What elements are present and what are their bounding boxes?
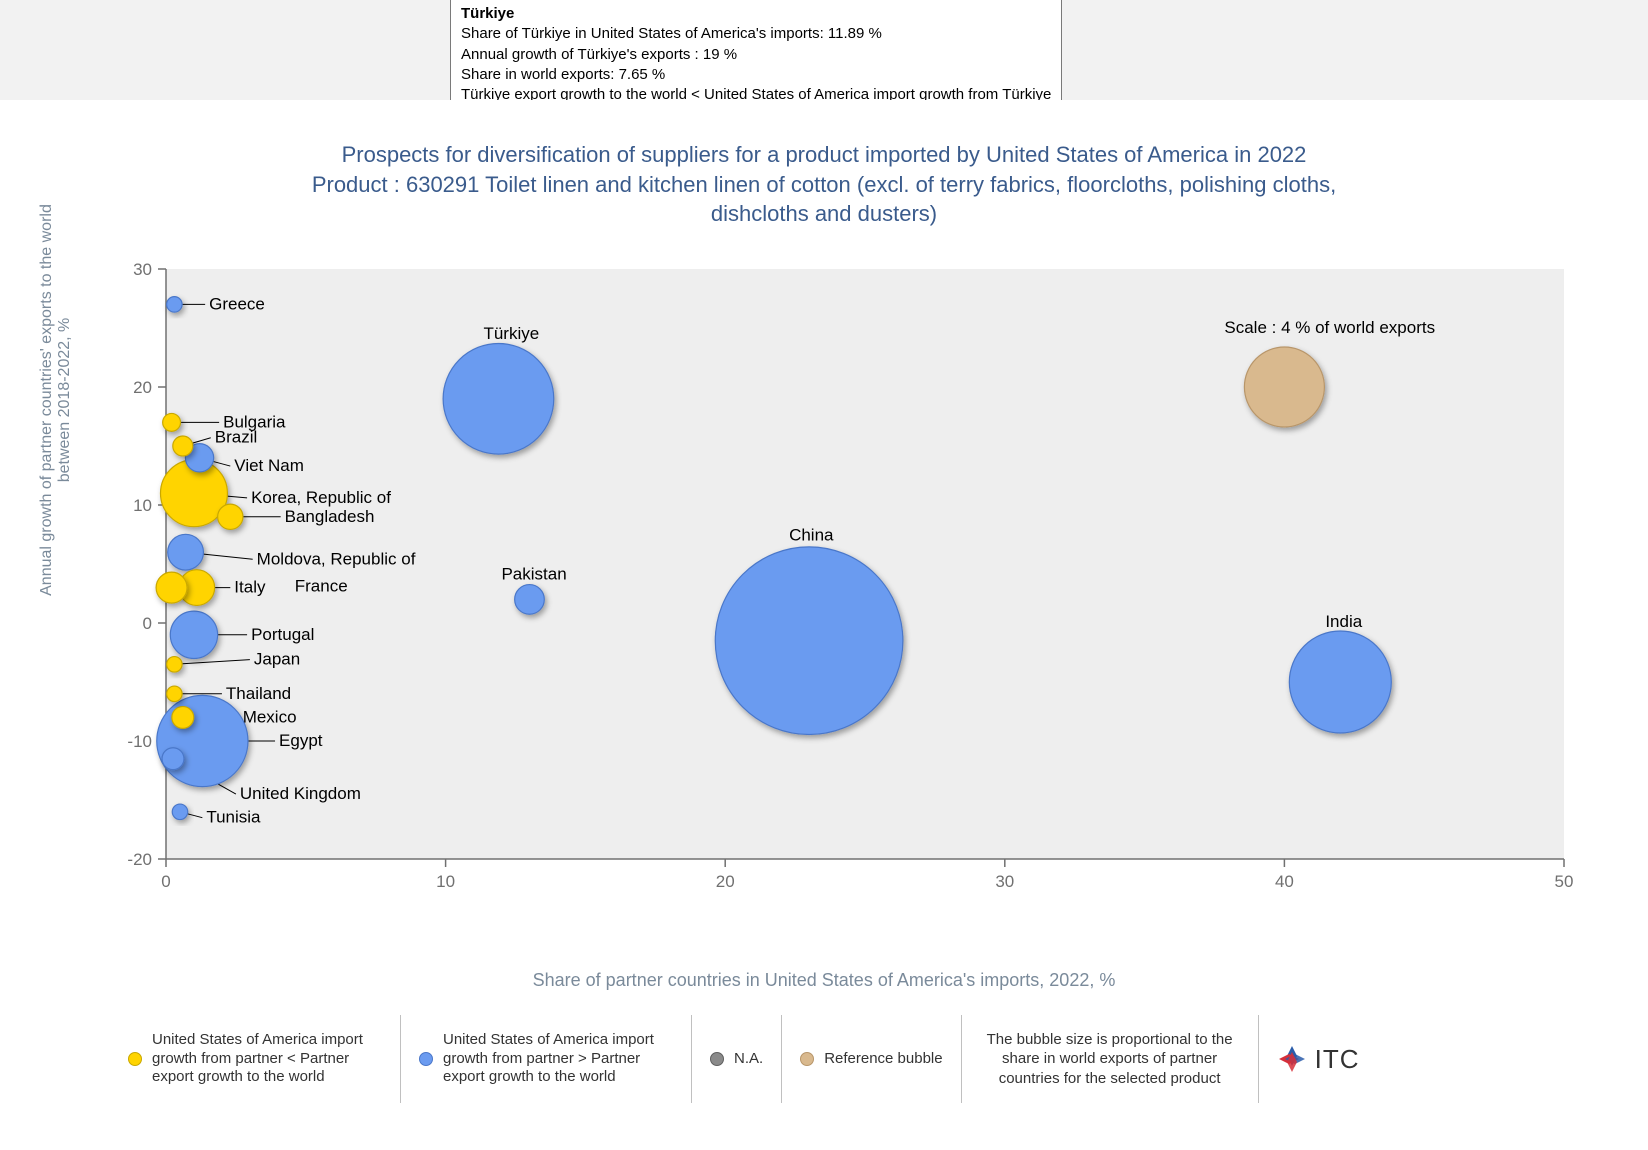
svg-text:20: 20: [716, 872, 735, 891]
svg-text:30: 30: [133, 260, 152, 279]
y-axis-label: Annual growth of partner countries' expo…: [38, 200, 74, 600]
bubble-india[interactable]: [1289, 631, 1391, 733]
bubble-label-france: France: [295, 577, 348, 596]
bubble-label-brazil: Brazil: [215, 428, 258, 447]
bubble-label-tunisia: Tunisia: [206, 808, 261, 827]
legend-note-text: The bubble size is proportional to the s…: [980, 1030, 1240, 1089]
reference-bubble: [1244, 347, 1324, 427]
bubble-portugal[interactable]: [170, 611, 217, 658]
legend-text-3: N.A.: [734, 1050, 763, 1069]
bubble-pakistan[interactable]: [515, 585, 545, 615]
bubble-moldova-republic-of[interactable]: [168, 534, 204, 570]
legend-item-na: N.A.: [691, 1015, 781, 1103]
bubble-united-kingdom[interactable]: [162, 748, 184, 770]
legend: United States of America import growth f…: [110, 1015, 1608, 1115]
bubble-label-portugal: Portugal: [251, 625, 314, 644]
svg-text:10: 10: [133, 496, 152, 515]
bubble-egypt[interactable]: [157, 695, 248, 786]
tooltip-line1: Share of Türkiye in United States of Ame…: [461, 24, 1051, 44]
bubble-label-korea-republic-of: Korea, Republic of: [251, 488, 391, 507]
itc-logo-icon: [1277, 1044, 1307, 1074]
bubble-label-egypt: Egypt: [279, 731, 323, 750]
legend-swatch-blue: [419, 1052, 433, 1066]
bubble-japan[interactable]: [167, 657, 182, 672]
svg-text:0: 0: [161, 872, 170, 891]
bubble-chart-svg[interactable]: 0 10 20 30 40 50 -20 -10 0 10 20 30 Scale : 4 % of w…: [110, 259, 1584, 899]
bubble-label-italy: Italy: [234, 578, 266, 597]
legend-item-reference: Reference bubble: [781, 1015, 960, 1103]
bubble-label-viet-nam: Viet Nam: [234, 456, 304, 475]
chart-container: Prospects for diversification of supplie…: [0, 100, 1648, 1150]
itc-logo: ITC: [1277, 1044, 1360, 1075]
bubble-t-rkiye[interactable]: [443, 344, 554, 455]
bubble-label-united-kingdom: United Kingdom: [240, 784, 361, 803]
bubble-label-moldova-republic-of: Moldova, Republic of: [257, 549, 416, 568]
bubble-greece[interactable]: [167, 297, 182, 312]
legend-note: The bubble size is proportional to the s…: [961, 1015, 1258, 1103]
bubble-china[interactable]: [715, 547, 903, 735]
bubble-bulgaria[interactable]: [163, 414, 181, 432]
legend-text-2: United States of America import growth f…: [443, 1031, 673, 1087]
svg-text:10: 10: [436, 872, 455, 891]
x-axis-label: Share of partner countries in United Sta…: [0, 970, 1648, 991]
bubble-label-greece: Greece: [209, 294, 265, 313]
svg-text:50: 50: [1555, 872, 1574, 891]
bubble-bangladesh[interactable]: [218, 504, 243, 529]
svg-text:-10: -10: [127, 732, 152, 751]
tooltip-line3: Share in world exports: 7.65 %: [461, 65, 1051, 85]
bubble-label-pakistan: Pakistan: [501, 564, 566, 583]
reference-bubble-label: Scale : 4 % of world exports: [1224, 318, 1435, 337]
legend-text-4: Reference bubble: [824, 1050, 942, 1069]
chart-title: Prospects for diversification of supplie…: [0, 140, 1648, 229]
bubble-label-japan: Japan: [254, 650, 300, 669]
bubble-tunisia[interactable]: [172, 804, 187, 819]
itc-logo-text: ITC: [1315, 1044, 1360, 1075]
plot-area: 0 10 20 30 40 50 -20 -10 0 10 20 30 Scale : 4 % of w…: [110, 259, 1584, 899]
bubble-label-thailand: Thailand: [226, 684, 291, 703]
svg-text:-20: -20: [127, 850, 152, 869]
legend-item-yellow: United States of America import growth f…: [110, 1015, 400, 1103]
svg-text:20: 20: [133, 378, 152, 397]
title-line1: Prospects for diversification of supplie…: [60, 140, 1588, 170]
bubble-label-india: India: [1325, 612, 1362, 631]
tooltip-country: Türkiye: [461, 4, 1051, 24]
bubble-label-bangladesh: Bangladesh: [285, 507, 375, 526]
bubble-label-t-rkiye: Türkiye: [483, 324, 539, 343]
legend-swatch-grey: [710, 1052, 724, 1066]
bubble-mexico[interactable]: [172, 707, 194, 729]
bubble-brazil[interactable]: [173, 436, 193, 456]
svg-text:40: 40: [1275, 872, 1294, 891]
tooltip-line2: Annual growth of Türkiye's exports : 19 …: [461, 45, 1051, 65]
bubble-label-mexico: Mexico: [243, 707, 297, 726]
title-line2: Product : 630291 Toilet linen and kitche…: [60, 170, 1588, 200]
legend-swatch-tan: [800, 1052, 814, 1066]
bubble-thailand[interactable]: [167, 686, 182, 701]
legend-brand: ITC: [1258, 1015, 1378, 1103]
bubble-label-china: China: [789, 526, 834, 545]
svg-text:0: 0: [143, 614, 152, 633]
legend-text-1: United States of America import growth f…: [152, 1031, 382, 1087]
bubble-italy[interactable]: [156, 572, 187, 603]
svg-text:30: 30: [995, 872, 1014, 891]
legend-swatch-yellow: [128, 1052, 142, 1066]
tooltip-box: Türkiye Share of Türkiye in United State…: [450, 0, 1062, 110]
legend-item-blue: United States of America import growth f…: [400, 1015, 691, 1103]
title-line3: dishcloths and dusters): [60, 199, 1588, 229]
